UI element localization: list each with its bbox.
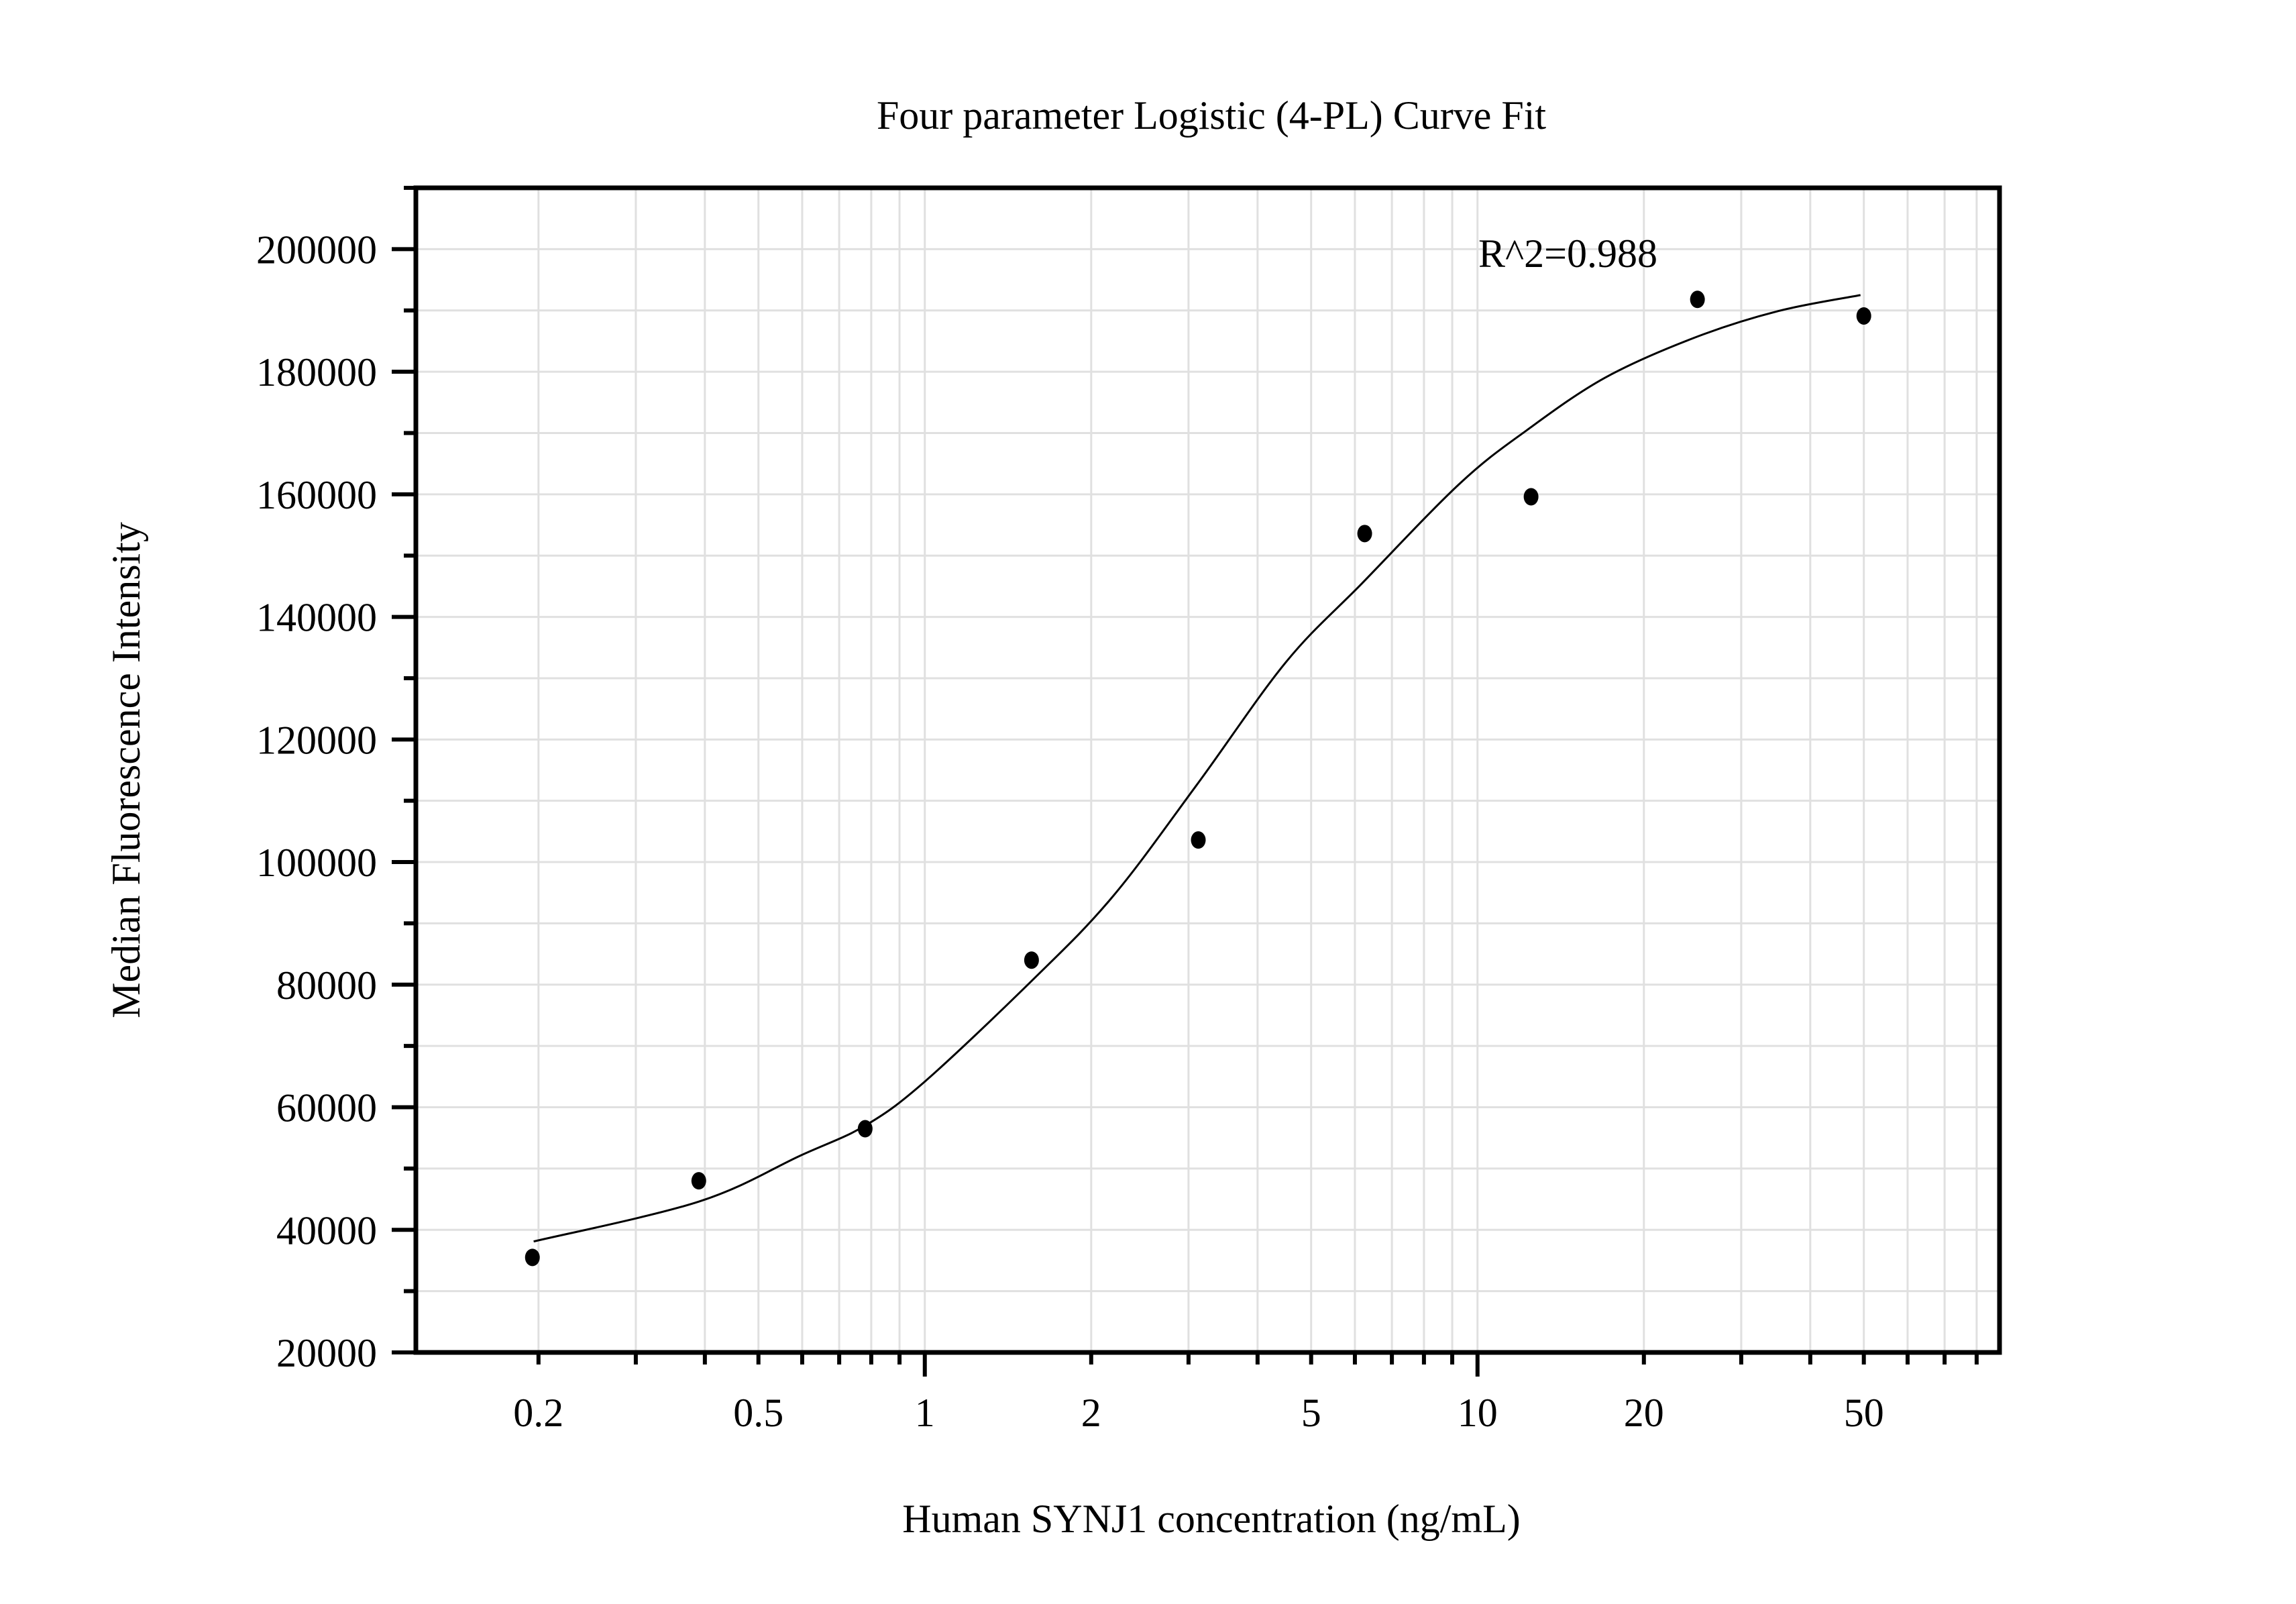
x-tick-label: 50 — [1844, 1391, 1884, 1435]
x-tick-label: 5 — [1301, 1391, 1321, 1435]
y-tick-label: 160000 — [256, 473, 377, 517]
data-point-marker — [1024, 951, 1039, 969]
data-point-marker — [1856, 307, 1871, 325]
data-point-marker — [1523, 488, 1539, 506]
x-tick-label: 1 — [915, 1391, 935, 1435]
x-tick-label: 0.5 — [733, 1391, 783, 1435]
plot-frame — [413, 185, 2002, 1355]
x-tick-label: 10 — [1458, 1391, 1498, 1435]
y-tick-label: 200000 — [256, 227, 377, 272]
x-tick-label: 0.2 — [513, 1391, 563, 1435]
x-tick-label: 2 — [1081, 1391, 1101, 1435]
data-point-marker — [857, 1120, 873, 1138]
data-point-marker — [525, 1248, 540, 1267]
data-point-marker — [1191, 831, 1206, 849]
y-tick-labels: 20000 40000 60000 80000 100000 120000 140000 16… — [256, 227, 377, 1375]
y-tick-label: 100000 — [256, 841, 377, 885]
plot-frame-rect — [413, 185, 2002, 1355]
y-tick-label: 120000 — [256, 718, 377, 762]
axis-ticks — [392, 186, 1979, 1377]
r-squared-annotation: R^2=0.988 — [1478, 231, 1657, 276]
y-tick-label: 60000 — [276, 1086, 377, 1130]
y-axis-title: Median Fluorescence Intensity — [104, 522, 148, 1018]
data-points — [525, 290, 1871, 1267]
y-tick-label: 40000 — [276, 1208, 377, 1252]
x-tick-label: 20 — [1624, 1391, 1664, 1435]
x-tick-labels: 0.2 0.5 1 2 5 10 20 50 — [513, 1391, 1883, 1435]
data-point-marker — [1357, 525, 1372, 543]
chart-title: Four parameter Logistic (4-PL) Curve Fit — [877, 93, 1546, 138]
x-axis-title: Human SYNJ1 concentration (ng/mL) — [902, 1497, 1520, 1541]
fit-curve — [533, 294, 1861, 1243]
y-tick-label: 140000 — [256, 596, 377, 640]
y-tick-label: 20000 — [276, 1331, 377, 1375]
data-point-marker — [1690, 290, 1705, 309]
data-point-marker — [691, 1172, 706, 1190]
fit-curve-line — [533, 294, 1861, 1243]
y-tick-label: 80000 — [276, 963, 377, 1008]
y-tick-label: 180000 — [256, 350, 377, 394]
